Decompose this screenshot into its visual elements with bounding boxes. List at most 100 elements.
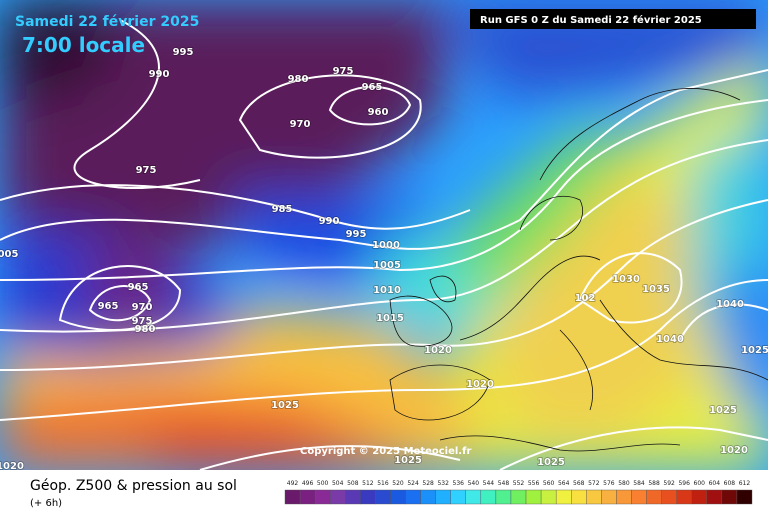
isobar-label: 1035 bbox=[642, 284, 670, 295]
colorbar-swatch bbox=[616, 489, 632, 505]
colorbar-swatch bbox=[465, 489, 482, 505]
colorbar-swatch bbox=[510, 489, 527, 505]
isobar-label: 990 bbox=[149, 69, 170, 80]
colorbar-label: 492 bbox=[287, 480, 299, 487]
colorbar-label: 604 bbox=[709, 480, 721, 487]
colorbar-label: 536 bbox=[453, 480, 465, 487]
date-label: Samedi 22 février 2025 bbox=[15, 14, 199, 30]
colorbar-swatch bbox=[284, 489, 301, 505]
colorbar-label: 504 bbox=[332, 480, 344, 487]
isobar-label: 1030 bbox=[612, 274, 640, 285]
isobar-label: 1015 bbox=[376, 313, 404, 324]
run-label: Run GFS 0 Z du Samedi 22 février 2025 bbox=[480, 14, 702, 26]
footer-title: Géop. Z500 & pression au sol bbox=[30, 478, 237, 494]
coastlines bbox=[389, 88, 768, 452]
colorbar-label: 564 bbox=[558, 480, 570, 487]
colorbar-swatch bbox=[375, 489, 391, 505]
copyright: Copyright © 2025 Meteociel.fr bbox=[300, 446, 471, 457]
colorbar-label: 540 bbox=[468, 480, 480, 487]
colorbar-label: 524 bbox=[407, 480, 419, 487]
colorbar-label: 556 bbox=[528, 480, 540, 487]
colorbar-label: 588 bbox=[648, 480, 660, 487]
colorbar-swatch bbox=[601, 489, 617, 505]
colorbar-label: 600 bbox=[694, 480, 706, 487]
colorbar-swatch bbox=[676, 489, 692, 505]
colorbar-label: 512 bbox=[362, 480, 374, 487]
isobar-label: 965 bbox=[98, 301, 119, 312]
isobar-label: 965 bbox=[362, 82, 383, 93]
colorbar-swatch bbox=[555, 489, 572, 505]
colorbar-swatch bbox=[540, 489, 557, 505]
colorbar-swatch bbox=[495, 489, 512, 505]
colorbar-swatch bbox=[706, 489, 723, 505]
isobar-label: 975 bbox=[136, 165, 157, 176]
colorbar-label: 596 bbox=[678, 480, 690, 487]
colorbar-swatch bbox=[405, 489, 421, 505]
isobar-label: 1020 bbox=[720, 445, 748, 456]
colorbar-swatch bbox=[329, 489, 346, 505]
isobar-label: 1025 bbox=[394, 455, 422, 466]
isobar-label: 965 bbox=[128, 282, 149, 293]
colorbar-label: 612 bbox=[739, 480, 751, 487]
colorbar-label: 548 bbox=[498, 480, 510, 487]
isobar-label: 980 bbox=[288, 74, 309, 85]
isobar-label: 1025 bbox=[709, 405, 737, 416]
colorbar-swatch bbox=[314, 489, 331, 505]
isobar-label: 1025 bbox=[271, 400, 299, 411]
colorbar-label: 576 bbox=[603, 480, 615, 487]
colorbar-swatch bbox=[631, 489, 647, 505]
isobar-label: 1040 bbox=[656, 334, 684, 345]
isobar-label: 995 bbox=[173, 47, 194, 58]
colorbar-label: 508 bbox=[347, 480, 359, 487]
colorbar-label: 528 bbox=[422, 480, 434, 487]
colorbar-label: 496 bbox=[302, 480, 314, 487]
isobar-label: 1040 bbox=[716, 299, 744, 310]
isobar-label: 1020 bbox=[424, 345, 452, 356]
isobar-label: 975 bbox=[333, 66, 354, 77]
isobar-label: 975 bbox=[132, 316, 153, 327]
time-label: 7:00 locale bbox=[22, 33, 145, 57]
colorbar-swatch bbox=[345, 489, 361, 505]
colorbar-label: 520 bbox=[392, 480, 404, 487]
colorbar-label: 608 bbox=[724, 480, 736, 487]
isobar-label: 995 bbox=[346, 229, 367, 240]
colorbar-swatch bbox=[435, 489, 451, 505]
colorbar-label: 552 bbox=[513, 480, 525, 487]
isobar-label: 985 bbox=[272, 204, 293, 215]
isobar-label: 1010 bbox=[373, 285, 401, 296]
colorbar-label: 544 bbox=[483, 480, 495, 487]
isobar-label: 1025 bbox=[741, 345, 768, 356]
colorbar-swatch bbox=[691, 489, 708, 505]
colorbar-swatch bbox=[525, 489, 542, 505]
isobar-label: 1005 bbox=[373, 260, 401, 271]
colorbar-swatch bbox=[360, 489, 376, 505]
isobar-label: 005 bbox=[0, 249, 18, 260]
colorbar-swatch bbox=[736, 489, 753, 505]
colorbar-label: 580 bbox=[618, 480, 630, 487]
colorbar-swatch bbox=[420, 489, 436, 505]
isobar-label: 970 bbox=[132, 302, 153, 313]
run-box bbox=[470, 9, 756, 29]
colorbar-swatch bbox=[480, 489, 497, 505]
colorbar-label: 532 bbox=[437, 480, 449, 487]
footer-step: (+ 6h) bbox=[30, 498, 62, 509]
colorbar-swatch bbox=[299, 489, 316, 505]
colorbar-swatch bbox=[571, 489, 587, 505]
geopotential-field bbox=[0, 0, 768, 470]
colorbar-swatch bbox=[721, 489, 738, 505]
colorbar-label: 572 bbox=[588, 480, 600, 487]
colorbar-swatch bbox=[586, 489, 602, 505]
isobar-label: 980 bbox=[135, 324, 156, 335]
isobar-label: 1020 bbox=[466, 379, 494, 390]
colorbar-swatch bbox=[646, 489, 662, 505]
isobar-label: 990 bbox=[319, 216, 340, 227]
colorbar-label: 592 bbox=[663, 480, 675, 487]
colorbar-swatch bbox=[390, 489, 406, 505]
colorbar-swatch bbox=[450, 489, 466, 505]
colorbar-label: 568 bbox=[573, 480, 585, 487]
colorbar-label: 516 bbox=[377, 480, 389, 487]
isobar-label: 970 bbox=[290, 119, 311, 130]
colorbar-swatch bbox=[661, 489, 677, 505]
isobar-label: 1020 bbox=[0, 461, 24, 472]
